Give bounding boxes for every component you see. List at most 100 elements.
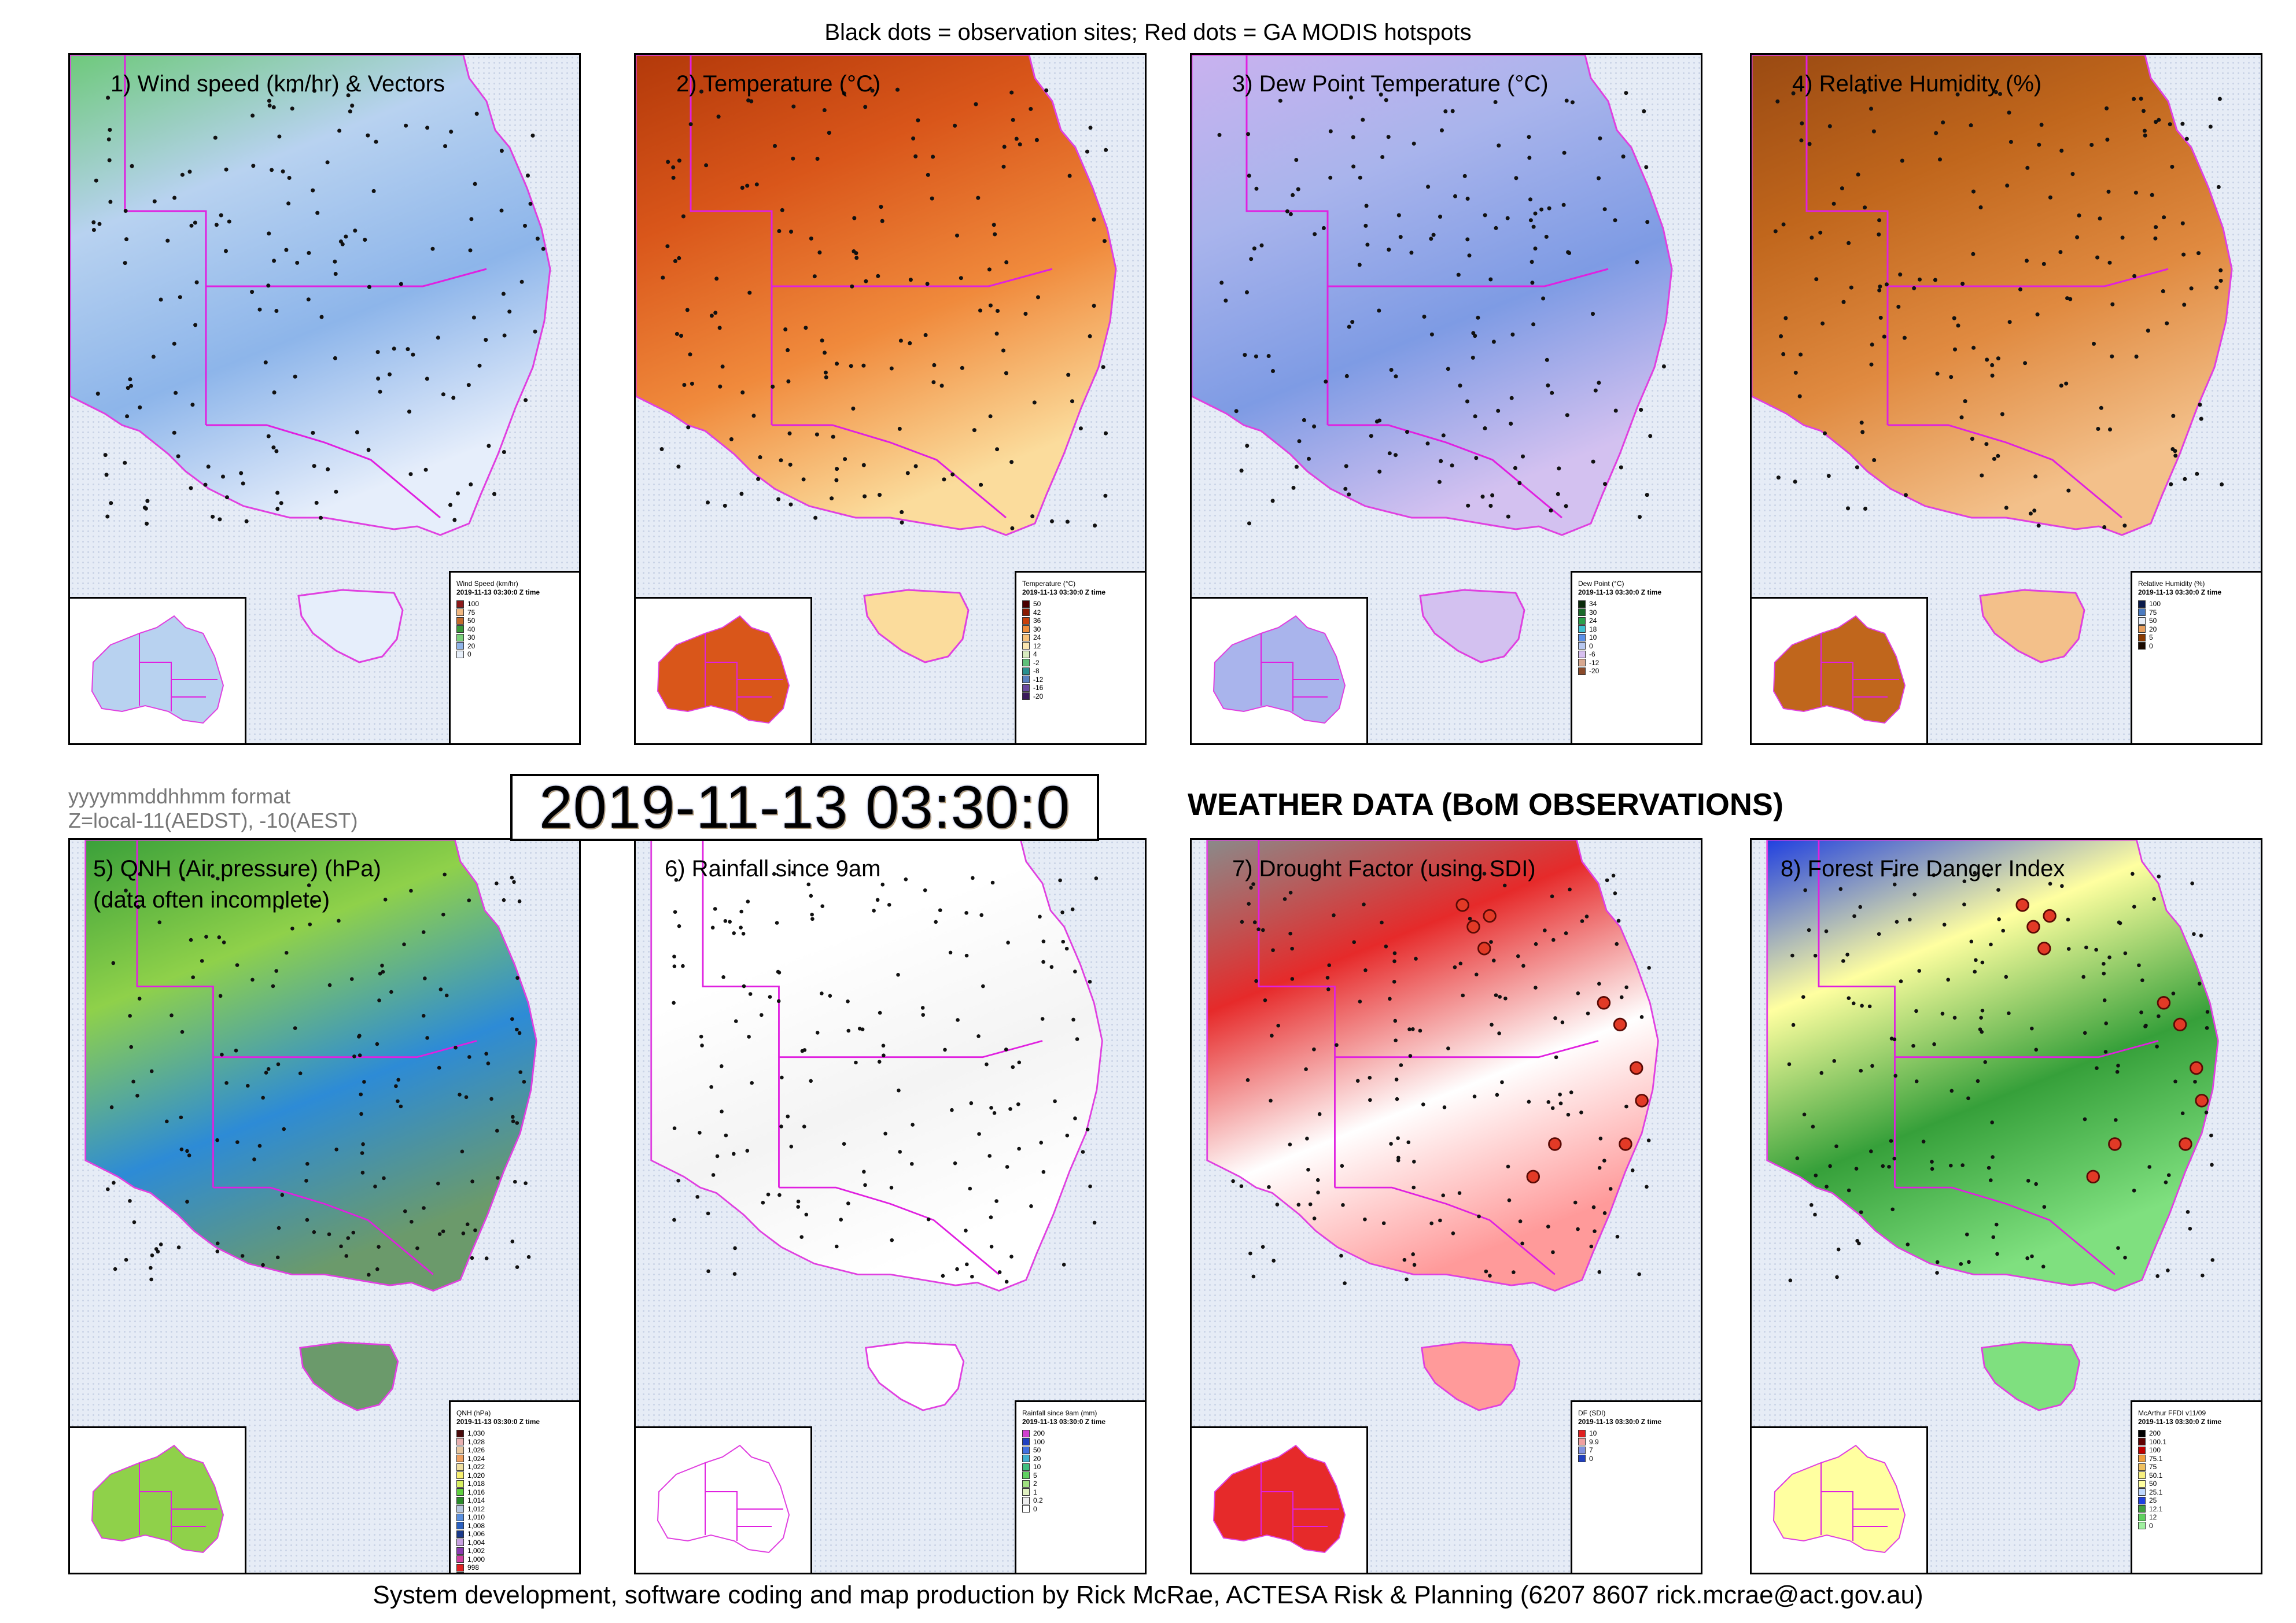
observation-site-dot	[863, 1183, 867, 1187]
observation-site-dot	[994, 331, 999, 336]
observation-site-dot	[1328, 129, 1333, 134]
observation-site-dot	[350, 104, 355, 108]
legend-row: 30	[1022, 625, 1139, 634]
observation-site-dot	[665, 244, 670, 249]
observation-site-dot	[827, 131, 831, 135]
observation-site-dot	[1062, 1263, 1066, 1267]
observation-site-dot	[2059, 149, 2064, 153]
observation-site-dot	[484, 338, 488, 342]
observation-site-dot	[1384, 98, 1388, 102]
observation-site-dot	[1558, 1093, 1562, 1097]
inset-australia-outline	[91, 615, 224, 724]
observation-site-dot	[526, 1255, 531, 1259]
observation-site-dot	[421, 1013, 426, 1018]
observation-site-dot	[1256, 927, 1261, 931]
observation-site-dot	[964, 953, 969, 958]
observation-site-dot	[1877, 932, 1881, 936]
observation-site-dot	[1584, 914, 1589, 919]
observation-site-dot	[2070, 172, 2075, 176]
observation-site-dot	[1630, 1168, 1635, 1172]
observation-site-dot	[1959, 415, 1964, 420]
legend-label: 50	[2149, 617, 2157, 625]
observation-site-dot	[1339, 1253, 1343, 1258]
observation-site-dot	[911, 1123, 915, 1127]
observation-site-dot	[880, 219, 885, 223]
observation-site-dot	[1569, 1090, 1573, 1094]
legend-swatch	[456, 1471, 464, 1480]
observation-site-dot	[739, 492, 744, 496]
legend-label: -12	[1589, 658, 1600, 667]
observation-site-dot	[1411, 1185, 1416, 1190]
observation-site-dot	[275, 507, 280, 511]
legend-time: 2019-11-13 03:30:0 Z time	[1578, 1417, 1662, 1426]
observation-site-dot	[1802, 1112, 1807, 1117]
observation-site-dot	[280, 1193, 285, 1197]
observation-site-dot	[1517, 481, 1522, 485]
observation-site-dot	[2007, 110, 2011, 115]
legend-row: 36	[1022, 617, 1139, 625]
inset-map	[1213, 1444, 1346, 1554]
observation-site-dot	[760, 1013, 764, 1017]
observation-site-dot	[194, 280, 199, 285]
observation-site-dot	[421, 930, 426, 934]
observation-site-dot	[1414, 957, 1418, 961]
legend-row: 75	[456, 608, 573, 617]
observation-site-dot	[1949, 375, 1954, 379]
observation-site-dot	[831, 434, 835, 439]
observation-site-dot	[2150, 193, 2154, 197]
legend-swatch	[456, 1547, 464, 1555]
observation-site-dot	[679, 334, 683, 338]
observation-site-dot	[810, 912, 814, 917]
observation-site-dot	[1882, 334, 1886, 339]
observation-site-dot	[739, 909, 743, 914]
observation-site-dot	[1998, 92, 2002, 96]
observation-site-dot	[1240, 920, 1244, 924]
observation-site-dot	[123, 261, 127, 265]
observation-site-dot	[1580, 919, 1584, 923]
map-8	[1766, 840, 2219, 1411]
observation-site-dot	[541, 246, 546, 251]
observation-site-dot	[1870, 1064, 1874, 1068]
legend-label: -2	[1033, 658, 1040, 667]
observation-site-dot	[2140, 978, 2144, 983]
observation-site-dot	[2168, 122, 2172, 127]
legend-row: 1,012	[456, 1505, 573, 1514]
observation-site-dot	[809, 236, 813, 241]
observation-site-dot	[436, 1181, 440, 1186]
observation-site-dot	[1473, 414, 1477, 419]
observation-site-dot	[2084, 945, 2088, 950]
observation-site-dot	[709, 1085, 713, 1089]
observation-site-dot	[804, 1212, 809, 1217]
legend-row: 34	[1578, 600, 1695, 608]
legend-swatch	[1022, 659, 1030, 667]
observation-site-dot	[876, 274, 880, 278]
observation-site-dot	[1619, 995, 1624, 999]
observation-site-dot	[1394, 374, 1398, 379]
hotspot-dot	[2026, 920, 2040, 934]
observation-site-dot	[1088, 126, 1093, 130]
observation-site-dot	[2064, 381, 2069, 386]
observation-site-dot	[870, 88, 875, 93]
observation-site-dot	[1252, 246, 1256, 251]
observation-site-dot	[718, 384, 723, 389]
legend-swatch	[2138, 1455, 2146, 1463]
observation-site-dot	[994, 1199, 998, 1203]
legend-row: 0	[456, 650, 573, 659]
observation-site-dot	[1247, 521, 1251, 526]
observation-site-dot	[1005, 1165, 1009, 1169]
observation-site-dot	[863, 494, 867, 499]
observation-site-dot	[1040, 1017, 1045, 1021]
observation-site-dot	[987, 1154, 992, 1158]
observation-site-dot	[1453, 965, 1457, 969]
observation-site-dot	[277, 134, 282, 139]
observation-site-dot	[2210, 1163, 2214, 1167]
observation-site-dot	[941, 1274, 945, 1278]
observation-site-dot	[1788, 1278, 1793, 1282]
observation-site-dot	[1288, 212, 1293, 216]
legend-time: 2019-11-13 03:30:0 Z time	[1022, 1417, 1106, 1426]
observation-site-dot	[2180, 121, 2185, 126]
observation-site-dot	[218, 994, 223, 998]
observation-site-dot	[674, 878, 679, 882]
observation-site-dot	[129, 1045, 134, 1049]
legend-label: 1,012	[467, 1504, 485, 1513]
